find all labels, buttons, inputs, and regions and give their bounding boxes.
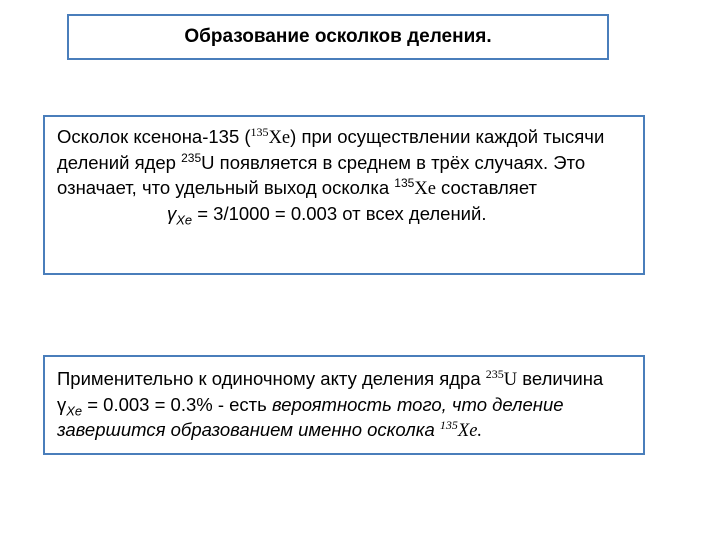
text: = 3/1000 = 0.003 от всех делений. [192, 203, 486, 224]
superscript: 135 [394, 176, 414, 190]
text: Xe [414, 179, 436, 199]
text: Осколок ксенона-135 ( [57, 126, 251, 147]
text: U [504, 370, 517, 390]
text: = 0.003 = 0.3% - есть [82, 394, 272, 415]
superscript: 235 [486, 367, 504, 381]
text: Применительно к одиночному акту деления … [57, 368, 486, 389]
box1-paragraph: Осколок ксенона-135 (135Xe) при осуществ… [57, 125, 631, 202]
superscript: 135 [440, 418, 458, 432]
subscript: Xe [66, 404, 82, 419]
superscript: 135 [251, 125, 269, 139]
text: Xe [269, 128, 291, 148]
title-box: Образование осколков деления. [67, 14, 609, 60]
text: Xe. [458, 421, 482, 441]
content-box-2: Применительно к одиночному акту деления … [43, 355, 645, 455]
gamma: γ [167, 203, 176, 224]
box2-paragraph: Применительно к одиночному акту деления … [57, 367, 631, 444]
subscript: Xe [176, 213, 192, 228]
superscript: 235 [181, 151, 201, 165]
content-box-1: Осколок ксенона-135 (135Xe) при осуществ… [43, 115, 645, 275]
box1-formula: γXe = 3/1000 = 0.003 от всех делений. [57, 202, 631, 227]
page-title: Образование осколков деления. [184, 26, 491, 48]
text: составляет [436, 177, 537, 198]
